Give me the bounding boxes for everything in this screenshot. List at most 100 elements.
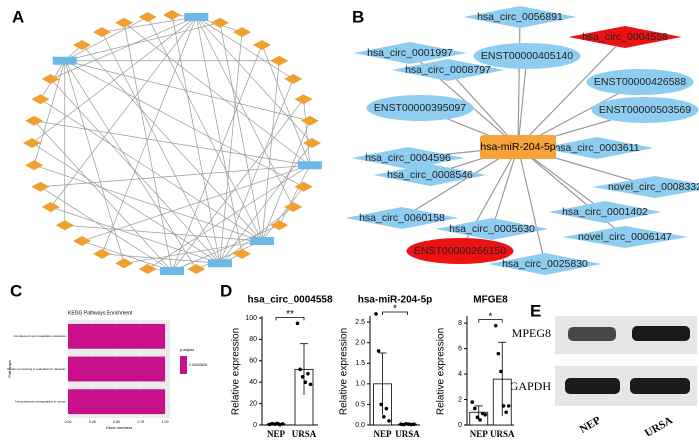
- network-node: [41, 202, 60, 212]
- network-node: [233, 27, 251, 38]
- network-node: [25, 160, 44, 171]
- bar: [68, 356, 166, 382]
- network-node: [297, 161, 322, 170]
- network-node: [345, 207, 459, 229]
- y-axis-label: Relative expression: [339, 328, 350, 415]
- x-tick-label: URSA: [292, 429, 317, 439]
- network-node: [115, 17, 134, 28]
- network-edge: [219, 32, 243, 264]
- network-node: [41, 74, 60, 84]
- data-point: [504, 410, 508, 415]
- network-label: ENST00000426588: [594, 76, 686, 88]
- x-axis-label: Gene numbers: [106, 425, 132, 430]
- network-edge: [64, 60, 197, 270]
- chart-title: KEGG Pathways Enrichment: [68, 310, 133, 316]
- significance-label: *: [489, 311, 493, 322]
- data-point: [475, 415, 480, 420]
- network-label: hsa_circ_0056891: [477, 11, 563, 23]
- network-edge: [40, 186, 173, 272]
- x-tick-label: 0.75: [137, 420, 144, 424]
- network-edge: [303, 99, 311, 166]
- network-edge: [219, 142, 313, 264]
- network-edge: [101, 31, 221, 264]
- blot-band: [632, 326, 690, 341]
- network-edge: [81, 44, 263, 242]
- y-axis-label: Relative expression: [436, 328, 447, 415]
- significance-bracket: [275, 316, 305, 321]
- network-edge: [64, 16, 148, 62]
- panel-label: D: [220, 281, 232, 300]
- network-edge: [101, 16, 197, 33]
- network-node: [31, 181, 50, 192]
- blot-band: [630, 378, 690, 394]
- y-axis-label: Pathways: [7, 360, 12, 377]
- significance-label: **: [286, 309, 294, 320]
- x-tick-label: 0.00: [65, 420, 72, 424]
- data-point: [300, 375, 305, 379]
- network-edge: [147, 164, 311, 270]
- network-edge: [123, 22, 173, 272]
- data-point: [376, 349, 381, 353]
- network-edge: [491, 146, 519, 230]
- y-tick-label: 0.0: [355, 422, 365, 429]
- data-point: [470, 400, 475, 404]
- x-tick-label: URSA: [490, 429, 515, 439]
- network-edge: [261, 120, 311, 242]
- y-tick-label: 1.5: [355, 360, 365, 367]
- chart-title: hsa-miR-204-5p: [358, 295, 432, 306]
- network-label: ENST00000405140: [481, 50, 573, 62]
- network-edge: [81, 164, 310, 242]
- y-tick-label: 2.5: [355, 319, 365, 326]
- network-edge: [50, 206, 220, 264]
- network-node: [73, 236, 92, 247]
- x-tick-label: NEP: [470, 429, 489, 439]
- network-edge: [147, 16, 263, 242]
- network-node: [284, 202, 303, 212]
- network-node: [435, 218, 549, 240]
- network-node: [366, 95, 474, 121]
- network-node: [249, 237, 274, 246]
- network-edge: [196, 240, 263, 270]
- network-node: [160, 267, 184, 275]
- network-node: [586, 69, 694, 95]
- network-edge: [517, 55, 528, 148]
- data-point: [308, 382, 313, 387]
- network-node: [187, 264, 206, 275]
- blot-row-label: GAPDH: [510, 379, 552, 393]
- panel-label: B: [352, 7, 364, 26]
- y-axis-label: Relative expression: [231, 328, 242, 415]
- network-node: [303, 138, 321, 148]
- data-point: [473, 406, 477, 411]
- y-tick-label: 4: [458, 371, 462, 378]
- network-label: hsa_circ_0060158: [359, 212, 445, 224]
- network-node: [207, 259, 232, 268]
- chart-title: hsa_circ_0004558: [247, 295, 333, 306]
- network-label: hsa_circ_0004558: [582, 31, 668, 43]
- y-tick-label: 20: [249, 400, 257, 407]
- data-point: [506, 404, 511, 408]
- network-edge: [40, 98, 263, 242]
- network-node: [93, 27, 111, 38]
- significance-bracket: [478, 319, 503, 323]
- network-node: [463, 6, 577, 28]
- data-point: [496, 351, 501, 356]
- network-label: ENST00000503569: [599, 104, 691, 116]
- network-node: [568, 26, 682, 48]
- network-label: novel_circ_0008332: [608, 181, 699, 193]
- data-point: [478, 418, 482, 422]
- network-label: hsa_circ_0004596: [365, 152, 451, 164]
- panel-label: C: [10, 281, 22, 300]
- network-edge: [64, 60, 125, 264]
- network-edge: [171, 14, 221, 264]
- network-node: [300, 115, 319, 126]
- network-node: [294, 181, 313, 192]
- network-node: [210, 17, 229, 28]
- network-edge: [195, 16, 243, 254]
- data-point: [295, 321, 300, 326]
- network-edge: [261, 44, 311, 166]
- y-tick-label: 60: [249, 358, 257, 365]
- legend-label: 0.00433691: [189, 363, 208, 367]
- network-node: [294, 94, 313, 105]
- network-node: [31, 94, 50, 105]
